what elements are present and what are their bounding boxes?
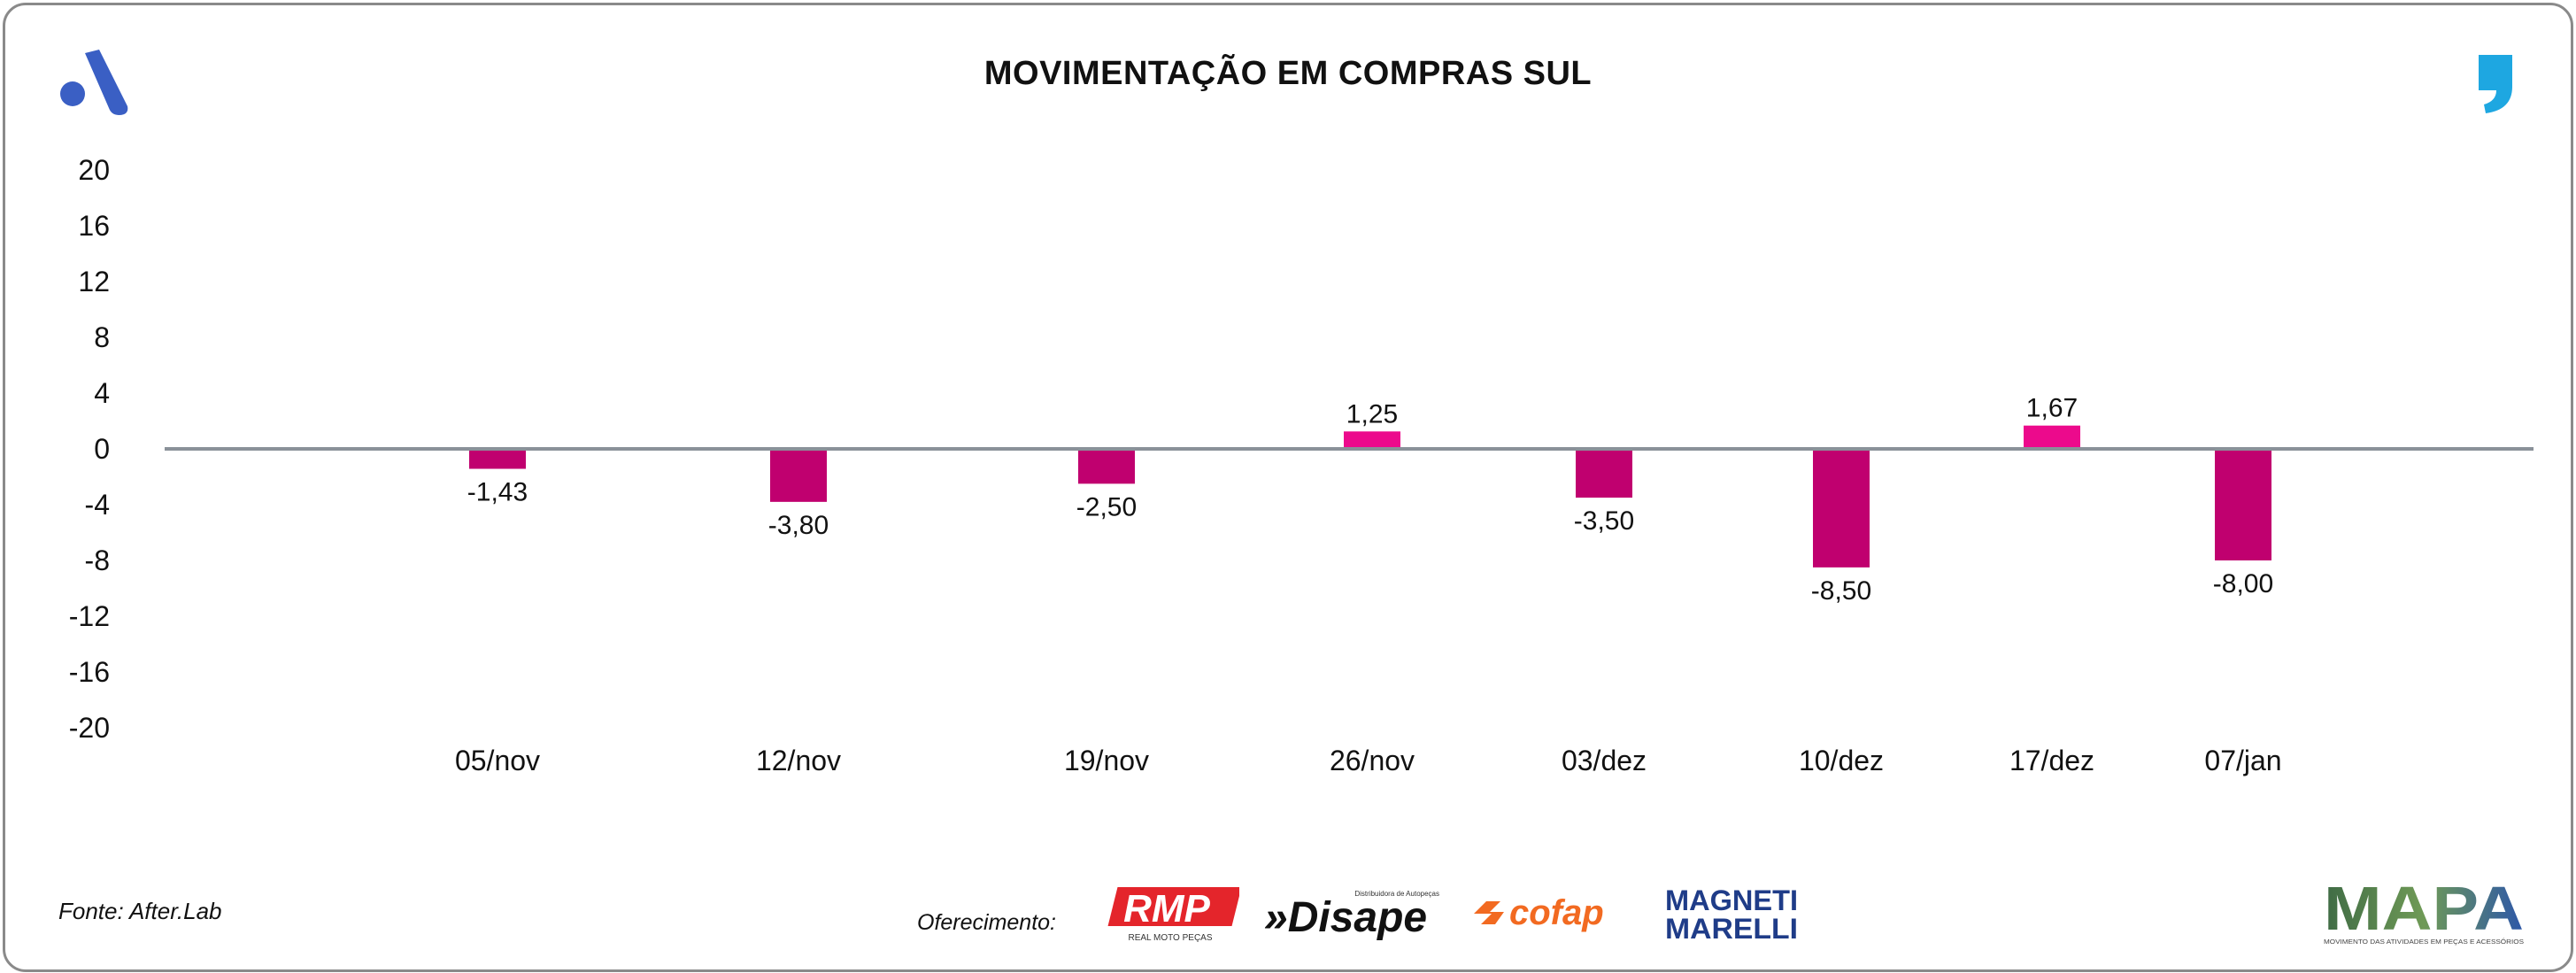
y-tick-label: -4 [85,489,110,521]
y-tick-label: -20 [69,712,110,744]
sponsors-label: Oferecimento: [917,910,1057,935]
data-label: 1,25 [1346,399,1398,429]
x-tick-label: 05/nov [455,745,540,776]
bar [2215,449,2271,560]
x-tick-label: 19/nov [1064,745,1149,776]
rmp-logo: RMP REAL MOTO PEÇAS [1107,887,1239,943]
x-tick-label: 10/dez [1799,745,1884,776]
bar [1813,449,1870,568]
bar [1078,449,1135,484]
data-label: -3,50 [1574,506,1634,536]
y-tick-label: -8 [85,544,110,576]
x-tick-label: 03/dez [1562,745,1647,776]
source-note: Fonte: After.Lab [58,898,222,924]
disape-logo-text: »Disape [1264,894,1427,941]
bar [1576,449,1632,498]
y-tick-label: -16 [69,656,110,688]
bar [770,449,827,502]
x-tick-label: 12/nov [756,745,841,776]
data-label: -8,00 [2213,569,2273,598]
data-label: 1,67 [2026,394,2078,423]
disape-logo-subtitle: Distribuidora de Autopeças [1354,890,1439,898]
chart-card: MOVIMENTAÇÃO EM COMPRAS SUL 20 16 12 8 4 0 -4 -… [3,3,2573,972]
y-tick-label: 20 [78,154,110,186]
cofap-logo: cofap [1474,893,1604,932]
mapa-logo-text: MAPA [2324,875,2524,943]
bar [469,449,526,469]
data-label: -2,50 [1076,492,1137,521]
magneti-marelli-logo: MAGNETI MARELLI [1665,884,1798,944]
mapa-logo: MAPA MOVIMENTO DAS ATIVIDADES EM PEÇAS E… [2324,875,2524,946]
y-tick-label: -12 [69,600,110,632]
y-tick-label: 16 [78,210,110,242]
bar [1344,431,1400,449]
rmp-logo-text: RMP [1123,887,1210,931]
rmp-logo-subtitle: REAL MOTO PEÇAS [1128,933,1212,943]
mapa-logo-subtitle: MOVIMENTO DAS ATIVIDADES EM PEÇAS E ACES… [2324,938,2524,946]
data-label: -8,50 [1811,576,1871,606]
x-tick-label: 26/nov [1330,745,1415,776]
data-label: -3,80 [768,511,829,540]
disape-logo: Distribuidora de Autopeças »Disape [1264,890,1439,941]
x-tick-label: 17/dez [2009,745,2094,776]
y-tick-label: 8 [94,321,110,353]
bar-chart: 20 16 12 8 4 0 -4 -8 -12 -16 -20 -1,43 -3,80 -2,50 1,2… [69,154,2534,776]
y-tick-label: 0 [94,433,110,465]
x-tick-label: 07/jan [2204,745,2281,776]
y-tick-label: 12 [78,266,110,297]
magneti-logo-line1: MAGNETI [1665,884,1798,916]
cofap-logo-text: cofap [1509,893,1604,932]
quote-mark-icon [2479,55,2512,113]
y-tick-label: 4 [94,377,110,409]
chart-title: MOVIMENTAÇÃO EM COMPRAS SUL [983,55,1593,92]
magneti-logo-line2: MARELLI [1665,913,1798,944]
data-label: -1,43 [467,478,528,507]
bar [2024,425,2080,449]
a-brand-logo-icon [60,50,128,115]
